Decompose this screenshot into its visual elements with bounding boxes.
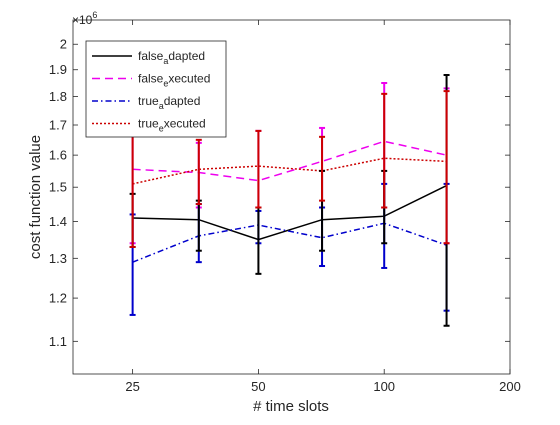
y-tick-label: 1.2 [49, 291, 67, 306]
y-tick-label: 2 [60, 37, 67, 52]
y-tick-label: 1.6 [49, 148, 67, 163]
legend: falseadaptedfalseexecutedtrueadaptedtrue… [86, 41, 226, 137]
y-tick-label: 1.8 [49, 89, 67, 104]
y-tick-label: 1.9 [49, 62, 67, 77]
x-tick-label: 200 [499, 379, 521, 394]
y-tick-label: 1.7 [49, 118, 67, 133]
x-tick-label: 100 [373, 379, 395, 394]
y-tick-label: 1.3 [49, 251, 67, 266]
x-axis-label: # time slots [253, 398, 329, 415]
y-tick-label: 1.4 [49, 214, 67, 229]
y-tick-label: 1.1 [49, 334, 67, 349]
x-tick-label: 25 [125, 379, 139, 394]
y-tick-label: 1.5 [49, 180, 67, 195]
x-tick-label: 50 [251, 379, 265, 394]
y-axis-label: cost function value [27, 135, 44, 259]
